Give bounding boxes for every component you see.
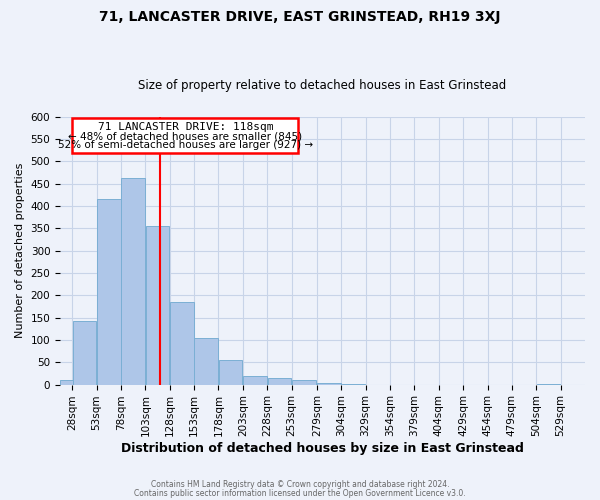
Title: Size of property relative to detached houses in East Grinstead: Size of property relative to detached ho…: [139, 79, 506, 92]
Bar: [121, 178, 145, 384]
Y-axis label: Number of detached properties: Number of detached properties: [15, 163, 25, 338]
FancyBboxPatch shape: [72, 118, 298, 154]
Bar: [219, 360, 242, 384]
Bar: [170, 302, 194, 384]
Bar: [73, 321, 96, 384]
Text: 52% of semi-detached houses are larger (927) →: 52% of semi-detached houses are larger (…: [58, 140, 313, 150]
Text: 71 LANCASTER DRIVE: 118sqm: 71 LANCASTER DRIVE: 118sqm: [98, 122, 273, 132]
Bar: [268, 378, 291, 384]
Text: 71, LANCASTER DRIVE, EAST GRINSTEAD, RH19 3XJ: 71, LANCASTER DRIVE, EAST GRINSTEAD, RH1…: [99, 10, 501, 24]
Text: Contains HM Land Registry data © Crown copyright and database right 2024.: Contains HM Land Registry data © Crown c…: [151, 480, 449, 489]
Bar: [146, 226, 169, 384]
Bar: [97, 199, 121, 384]
X-axis label: Distribution of detached houses by size in East Grinstead: Distribution of detached houses by size …: [121, 442, 524, 455]
Bar: [61, 380, 84, 384]
Text: Contains public sector information licensed under the Open Government Licence v3: Contains public sector information licen…: [134, 488, 466, 498]
Bar: [194, 338, 218, 384]
Bar: [243, 376, 267, 384]
Text: ← 48% of detached houses are smaller (845): ← 48% of detached houses are smaller (84…: [68, 131, 302, 141]
Bar: [292, 380, 316, 384]
